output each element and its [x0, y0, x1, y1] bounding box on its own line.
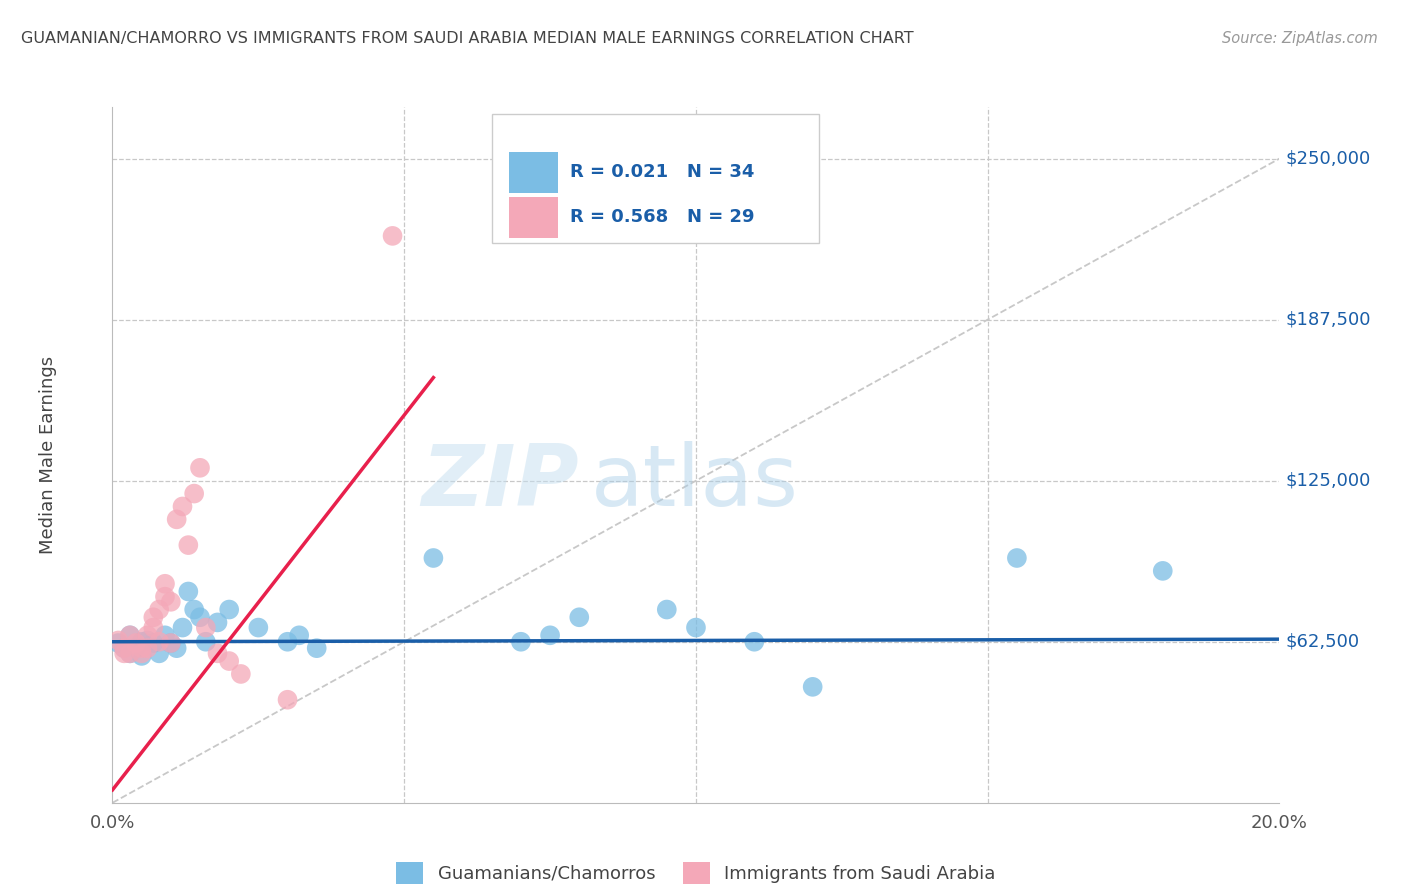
Point: [107, 636, 129, 650]
Point: [305, 641, 328, 656]
Point: [188, 460, 211, 475]
Text: $250,000: $250,000: [1285, 150, 1371, 168]
Point: [207, 646, 229, 660]
Point: [247, 621, 270, 635]
Point: [288, 628, 311, 642]
Point: [509, 634, 531, 648]
Point: [685, 621, 707, 635]
Text: R = 0.021   N = 34: R = 0.021 N = 34: [569, 163, 754, 181]
Point: [148, 634, 170, 648]
Point: [153, 590, 176, 604]
Point: [107, 633, 129, 648]
Point: [112, 641, 135, 656]
Point: [131, 634, 153, 648]
Point: [136, 641, 159, 656]
Point: [112, 646, 135, 660]
Point: [229, 667, 252, 681]
Point: [218, 602, 240, 616]
Point: [148, 646, 170, 660]
Point: [131, 646, 153, 660]
Point: [177, 584, 200, 599]
Point: [118, 646, 141, 660]
Point: [153, 576, 176, 591]
Point: [142, 610, 165, 624]
Text: Source: ZipAtlas.com: Source: ZipAtlas.com: [1222, 31, 1378, 46]
Point: [655, 602, 678, 616]
Text: $187,500: $187,500: [1285, 310, 1371, 328]
Point: [1152, 564, 1174, 578]
Point: [177, 538, 200, 552]
Point: [131, 648, 153, 663]
Point: [136, 628, 159, 642]
Point: [172, 500, 194, 514]
Point: [153, 628, 176, 642]
Point: [118, 628, 141, 642]
Text: Median Male Earnings: Median Male Earnings: [39, 356, 58, 554]
Point: [194, 621, 217, 635]
Point: [742, 634, 765, 648]
Point: [118, 646, 141, 660]
Point: [131, 641, 153, 656]
Point: [183, 486, 205, 500]
Text: ZIP: ZIP: [422, 442, 579, 524]
Point: [172, 621, 194, 635]
Point: [801, 680, 824, 694]
Point: [218, 654, 240, 668]
Point: [136, 633, 159, 648]
Point: [148, 602, 170, 616]
Text: $62,500: $62,500: [1285, 632, 1360, 651]
Text: atlas: atlas: [591, 442, 799, 524]
Point: [142, 621, 165, 635]
Point: [568, 610, 591, 624]
Point: [188, 610, 211, 624]
FancyBboxPatch shape: [492, 114, 818, 243]
Point: [166, 641, 188, 656]
Point: [194, 634, 217, 648]
Point: [207, 615, 229, 630]
Point: [125, 636, 148, 650]
Point: [118, 628, 141, 642]
Point: [160, 636, 183, 650]
Point: [183, 602, 205, 616]
Point: [538, 628, 561, 642]
Point: [276, 692, 298, 706]
Text: $125,000: $125,000: [1285, 472, 1371, 490]
Point: [166, 512, 188, 526]
Point: [160, 636, 183, 650]
FancyBboxPatch shape: [509, 152, 558, 193]
Text: GUAMANIAN/CHAMORRO VS IMMIGRANTS FROM SAUDI ARABIA MEDIAN MALE EARNINGS CORRELAT: GUAMANIAN/CHAMORRO VS IMMIGRANTS FROM SA…: [21, 31, 914, 46]
Legend: Guamanians/Chamorros, Immigrants from Saudi Arabia: Guamanians/Chamorros, Immigrants from Sa…: [389, 855, 1002, 891]
Point: [125, 641, 148, 656]
Point: [1005, 551, 1028, 566]
FancyBboxPatch shape: [509, 197, 558, 238]
Point: [276, 634, 298, 648]
Point: [112, 641, 135, 656]
Text: R = 0.568   N = 29: R = 0.568 N = 29: [569, 209, 755, 227]
Point: [160, 595, 183, 609]
Point: [381, 228, 404, 243]
Point: [142, 636, 165, 650]
Point: [422, 551, 444, 566]
